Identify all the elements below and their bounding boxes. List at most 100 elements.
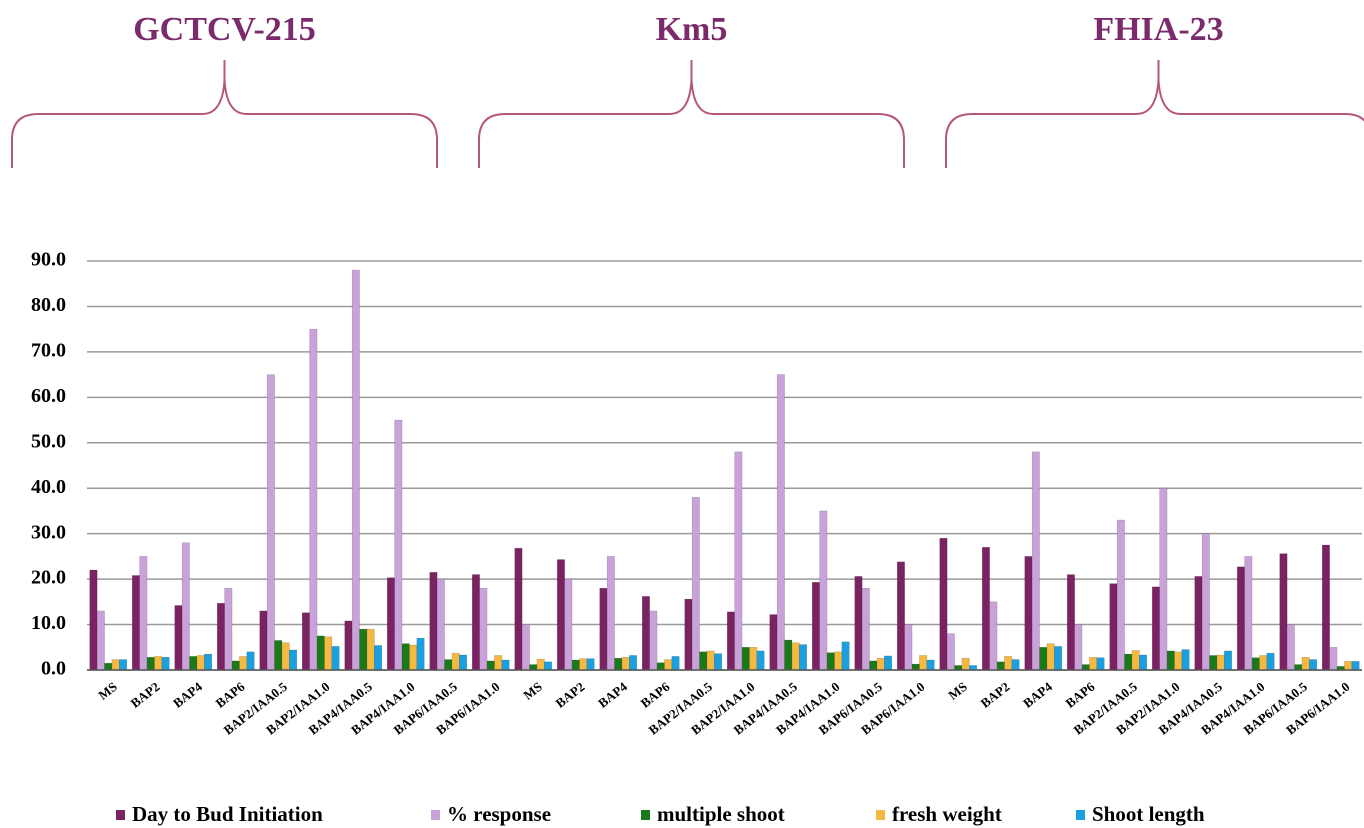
bar <box>1109 583 1118 671</box>
y-tick-label: 40.0 <box>31 476 66 498</box>
bar <box>876 657 885 671</box>
bar <box>791 642 800 671</box>
bar <box>1181 649 1190 671</box>
bar <box>1116 519 1125 671</box>
bar <box>1152 586 1160 671</box>
bar <box>642 596 650 671</box>
bar <box>1209 655 1218 671</box>
bar <box>401 643 410 671</box>
legend-swatch <box>1076 810 1085 820</box>
y-tick-label: 20.0 <box>31 567 66 589</box>
bar <box>1081 664 1090 671</box>
bar <box>459 654 468 671</box>
bar <box>96 610 105 671</box>
x-tick-label: BAP4 <box>170 679 205 711</box>
bar <box>557 559 565 671</box>
bar <box>472 574 480 671</box>
x-tick-label: MS <box>95 679 120 703</box>
bar <box>854 576 863 671</box>
bar <box>119 659 127 671</box>
bar <box>139 556 148 671</box>
bar <box>246 651 255 671</box>
x-tick-label: BAP6 <box>213 679 248 711</box>
bar <box>174 605 183 671</box>
bar <box>1216 654 1225 671</box>
y-tick-label: 90.0 <box>31 249 66 271</box>
bar <box>231 660 240 671</box>
bar <box>274 640 283 671</box>
bar <box>861 587 870 671</box>
bar <box>564 578 573 671</box>
bar <box>691 497 700 671</box>
bar <box>699 651 708 671</box>
bar <box>444 659 453 671</box>
bar <box>1266 652 1275 671</box>
x-tick-label: MS <box>945 679 970 703</box>
bar <box>919 655 928 671</box>
bar <box>1294 664 1303 671</box>
bar <box>884 655 892 671</box>
bar <box>436 578 445 671</box>
x-tick-label: BAP4 <box>1020 679 1055 711</box>
bar <box>146 657 155 671</box>
bar <box>1259 655 1268 671</box>
bar <box>1237 566 1245 671</box>
bar <box>1166 650 1175 671</box>
bar <box>536 658 545 671</box>
bar <box>111 659 120 671</box>
y-tick-label: 80.0 <box>31 294 66 316</box>
bar <box>996 661 1005 671</box>
y-tick-label: 70.0 <box>31 339 66 361</box>
bar <box>579 658 588 671</box>
bar <box>1067 574 1075 671</box>
bar <box>656 662 665 671</box>
bar <box>1046 643 1055 671</box>
bar <box>911 663 920 671</box>
bar <box>586 658 595 671</box>
bar <box>961 657 970 671</box>
bar <box>714 653 722 671</box>
bar <box>451 652 460 671</box>
bar <box>1329 647 1338 671</box>
bar <box>826 652 835 671</box>
bar <box>982 547 990 671</box>
bar <box>904 624 913 671</box>
bar <box>812 582 820 671</box>
bar <box>1174 651 1183 671</box>
bar <box>664 659 673 671</box>
bar <box>281 642 290 671</box>
legend-label: Day to Bud Initiation <box>132 802 323 826</box>
bar <box>946 633 955 671</box>
y-tick-label: 50.0 <box>31 430 66 452</box>
bar <box>1024 556 1033 671</box>
bar <box>571 659 580 671</box>
bar <box>869 660 878 671</box>
bar <box>154 656 163 671</box>
bar <box>1054 646 1062 671</box>
bar <box>161 657 170 671</box>
bar <box>614 657 623 671</box>
bar <box>486 660 495 671</box>
legend-label: fresh weight <box>892 802 1002 826</box>
bar <box>266 374 275 671</box>
bar <box>259 610 268 671</box>
group-brace <box>11 60 438 168</box>
bar <box>501 659 510 671</box>
bar <box>1322 544 1330 671</box>
bar <box>89 569 98 671</box>
x-tick-label: BAP6 <box>638 679 673 711</box>
bar <box>989 601 998 671</box>
bar <box>734 451 743 671</box>
bar <box>366 628 375 671</box>
x-tick-label: BAP2 <box>978 679 1013 711</box>
bar <box>776 374 785 671</box>
bar <box>649 610 658 671</box>
bar <box>387 577 395 671</box>
bar <box>799 644 807 671</box>
x-tick-label: BAP2 <box>128 679 163 711</box>
bar <box>706 650 715 671</box>
bar <box>224 587 233 671</box>
x-tick-label: BAP2 <box>553 679 588 711</box>
y-tick-label: 30.0 <box>31 521 66 543</box>
bar <box>289 649 298 671</box>
